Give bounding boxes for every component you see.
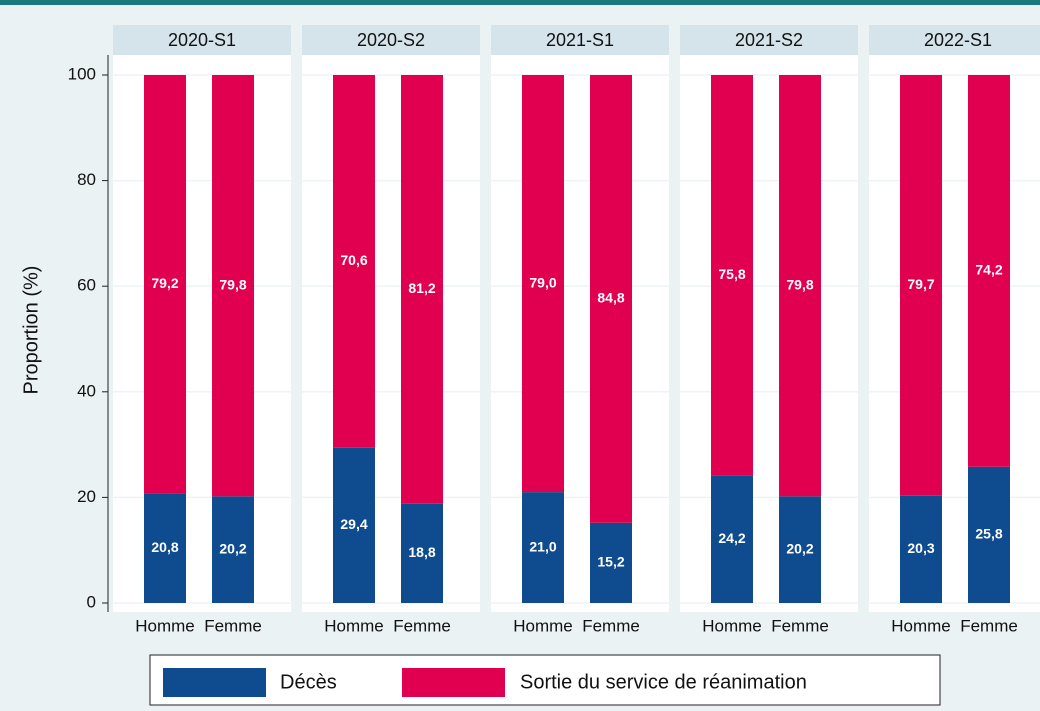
panel bbox=[491, 55, 669, 612]
y-tick-label: 80 bbox=[77, 170, 96, 189]
legend-label: Décès bbox=[280, 671, 337, 693]
y-tick-label: 40 bbox=[77, 381, 96, 400]
bar-segment bbox=[900, 495, 942, 603]
y-tick-label: 0 bbox=[87, 592, 96, 611]
value-label: 84,8 bbox=[597, 290, 624, 306]
value-label: 79,0 bbox=[529, 274, 556, 290]
panel-header bbox=[113, 25, 291, 55]
x-tick-label: Homme bbox=[324, 616, 384, 635]
value-label: 79,8 bbox=[786, 276, 813, 292]
bar-segment bbox=[900, 75, 942, 496]
panel-header bbox=[491, 25, 669, 55]
value-label: 81,2 bbox=[408, 280, 435, 296]
value-label: 29,4 bbox=[340, 516, 367, 532]
bar-segment bbox=[711, 475, 753, 603]
bar-segment bbox=[590, 75, 632, 523]
legend-swatch bbox=[402, 668, 505, 697]
value-label: 24,2 bbox=[718, 530, 745, 546]
value-label: 74,2 bbox=[975, 262, 1002, 278]
value-label: 20,8 bbox=[151, 539, 178, 555]
value-label: 70,6 bbox=[340, 252, 367, 268]
bar-segment bbox=[590, 522, 632, 603]
legend bbox=[149, 654, 941, 706]
value-label: 79,8 bbox=[219, 276, 246, 292]
panel-header bbox=[869, 25, 1040, 55]
panel bbox=[113, 55, 291, 612]
panel-header bbox=[302, 25, 480, 55]
bar-segment bbox=[144, 75, 186, 494]
y-axis-label: Proportion (%) bbox=[20, 266, 42, 395]
value-label: 18,8 bbox=[408, 544, 435, 560]
value-label: 20,3 bbox=[907, 540, 934, 556]
bar-segment bbox=[779, 75, 821, 497]
y-tick-label: 20 bbox=[77, 487, 96, 506]
panel-title: 2021-S2 bbox=[735, 30, 803, 50]
value-label: 79,7 bbox=[907, 276, 934, 292]
bar-segment bbox=[333, 75, 375, 448]
panel bbox=[680, 55, 858, 612]
value-label: 75,8 bbox=[718, 266, 745, 282]
panel bbox=[869, 55, 1040, 612]
value-label: 20,2 bbox=[786, 540, 813, 556]
bar-segment bbox=[212, 75, 254, 497]
x-tick-label: Femme bbox=[393, 616, 451, 635]
bar-segment bbox=[401, 503, 443, 603]
y-tick-label: 100 bbox=[68, 64, 96, 83]
x-tick-label: Homme bbox=[135, 616, 195, 635]
panel-title: 2020-S2 bbox=[357, 30, 425, 50]
legend-label: Sortie du service de réanimation bbox=[520, 671, 807, 693]
x-tick-label: Femme bbox=[960, 616, 1018, 635]
bar-segment bbox=[711, 75, 753, 476]
panel-header bbox=[680, 25, 858, 55]
value-label: 25,8 bbox=[975, 526, 1002, 542]
x-tick-label: Femme bbox=[771, 616, 829, 635]
bar-segment bbox=[968, 75, 1010, 467]
x-tick-label: Homme bbox=[891, 616, 951, 635]
top-border bbox=[0, 0, 1040, 5]
panel-title: 2022-S1 bbox=[924, 30, 992, 50]
value-label: 15,2 bbox=[597, 554, 624, 570]
value-label: 79,2 bbox=[151, 275, 178, 291]
bar-segment bbox=[522, 75, 564, 493]
bar-segment bbox=[522, 492, 564, 603]
bar-segment bbox=[779, 496, 821, 603]
bar-segment bbox=[144, 493, 186, 603]
bar-segment bbox=[968, 466, 1010, 603]
legend-swatch bbox=[163, 668, 266, 697]
panel-title: 2021-S1 bbox=[546, 30, 614, 50]
x-tick-label: Homme bbox=[513, 616, 573, 635]
x-tick-label: Femme bbox=[582, 616, 640, 635]
bar-segment bbox=[212, 496, 254, 603]
bar-segment bbox=[401, 75, 443, 504]
bar-segment bbox=[333, 447, 375, 603]
value-label: 20,2 bbox=[219, 540, 246, 556]
x-tick-label: Homme bbox=[702, 616, 762, 635]
panel-title: 2020-S1 bbox=[168, 30, 236, 50]
panel bbox=[302, 55, 480, 612]
value-label: 21,0 bbox=[529, 538, 556, 554]
x-tick-label: Femme bbox=[204, 616, 262, 635]
y-tick-label: 60 bbox=[77, 276, 96, 295]
